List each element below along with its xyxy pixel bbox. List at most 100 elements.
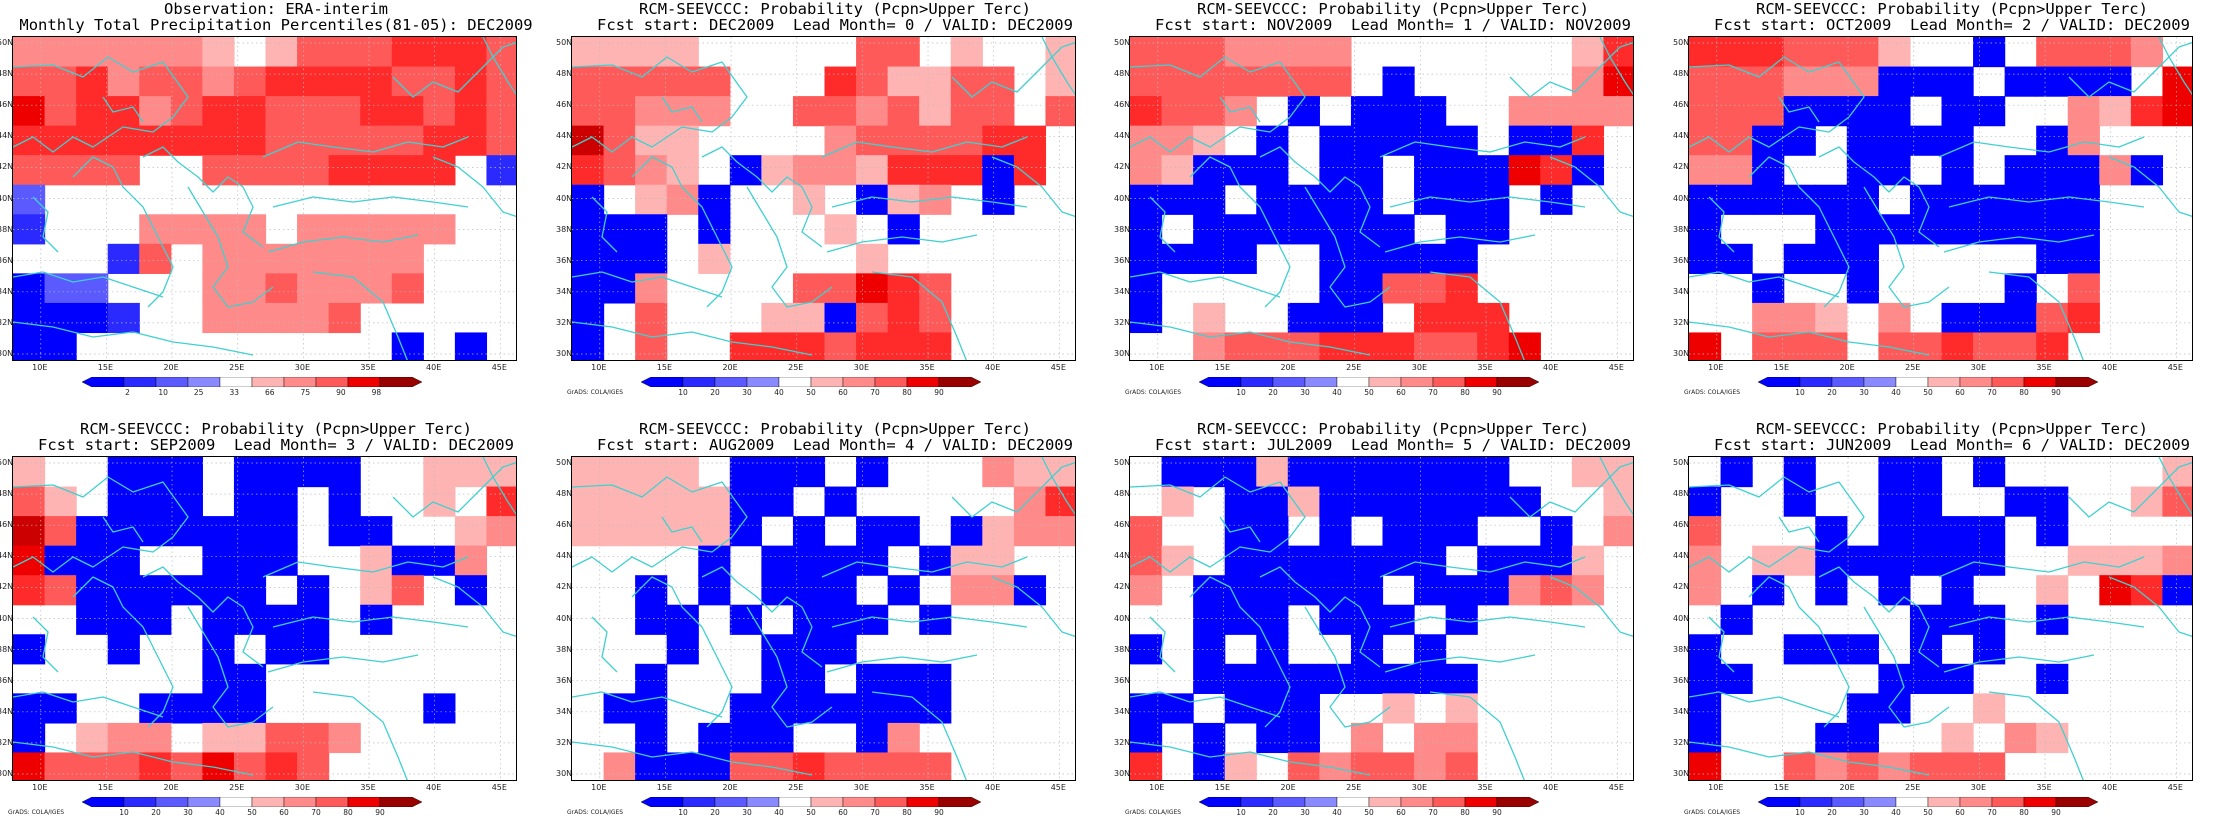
coastline xyxy=(267,234,419,253)
colorbar-swatch xyxy=(874,797,908,807)
colorbar-label: 40 xyxy=(215,808,225,817)
grid-cell xyxy=(13,486,46,517)
grid-cell xyxy=(2036,663,2069,694)
colorbar-label: 60 xyxy=(838,388,848,397)
coastline xyxy=(432,576,516,638)
grid-cell xyxy=(1319,125,1352,156)
colorbar-label: 50 xyxy=(806,388,816,397)
colorbar-swatch xyxy=(1336,377,1370,387)
colorbar-label: 30 xyxy=(742,388,752,397)
coastline xyxy=(1219,96,1261,123)
grid-cell xyxy=(1193,302,1226,334)
grid-cell xyxy=(265,96,298,127)
grid-cell xyxy=(856,302,889,334)
grid-cell xyxy=(856,96,889,127)
colorbar-swatch xyxy=(714,377,748,387)
latitude-tick-label: 30N xyxy=(0,349,14,358)
grid-cell xyxy=(202,125,235,156)
colorbar-label: 10 xyxy=(678,808,688,817)
map-panel: RCM-SEEVCCC: Probability (Pcpn>Upper Ter… xyxy=(555,420,1115,840)
grid-cell xyxy=(698,486,731,517)
colorbar-swatch xyxy=(123,797,157,807)
coastline xyxy=(1988,271,2084,360)
grid-cell xyxy=(603,155,636,186)
grid-cell xyxy=(1909,125,1943,156)
panel-title-line1: RCM-SEEVCCC: Probability (Pcpn>Upper Ter… xyxy=(639,420,1031,438)
colorbar-swatch xyxy=(2023,797,2057,807)
latitude-tick-label: 44N xyxy=(556,551,573,561)
grid-cell xyxy=(635,457,668,488)
grid-cell xyxy=(950,545,983,576)
grid-cell xyxy=(635,66,668,97)
grid-cell xyxy=(572,96,605,127)
longitude-tick-label: 10E xyxy=(1708,363,1724,372)
grid-cell xyxy=(1815,243,1848,274)
latitude-tick-label: 44N xyxy=(1114,551,1131,561)
colorbar-label: 70 xyxy=(870,388,880,397)
grid-cell xyxy=(1193,663,1226,694)
grid-cell xyxy=(139,516,172,547)
longitude-tick-label: 20E xyxy=(1839,783,1855,792)
grid-cell xyxy=(233,693,267,724)
grid-cell xyxy=(1909,457,1943,488)
grid-cell xyxy=(1256,663,1289,694)
longitude-tick-label: 40E xyxy=(426,363,442,372)
grid-cell xyxy=(107,457,140,488)
grid-cell xyxy=(2067,545,2100,576)
grid-cell xyxy=(76,37,109,68)
grid-cell xyxy=(1130,575,1163,606)
grid-cell xyxy=(1878,693,1911,724)
longitude-tick-label: 10E xyxy=(591,363,607,372)
grid-cell xyxy=(856,516,889,547)
grid-cell xyxy=(1445,486,1478,517)
longitude-tick-label: 40E xyxy=(2102,783,2118,792)
grid-cell xyxy=(666,752,699,780)
latitude-tick-label: 44N xyxy=(0,551,14,561)
grid-cell xyxy=(1414,516,1447,547)
colorbar-label: 20 xyxy=(1268,388,1278,397)
latitude-tick-label: 42N xyxy=(0,162,14,172)
coastline xyxy=(746,186,833,308)
grid-cell xyxy=(297,273,330,304)
grid-cell xyxy=(1508,125,1541,156)
grid-cell xyxy=(824,125,857,156)
grid-cell xyxy=(1878,457,1911,488)
grid-cell xyxy=(635,184,668,215)
colorbar-label: 10 xyxy=(1795,388,1805,397)
coastline xyxy=(2158,37,2192,96)
grid-cell xyxy=(1287,693,1320,724)
grid-cell xyxy=(76,273,109,304)
coastline xyxy=(831,196,1028,208)
grid-cell xyxy=(1909,545,1943,576)
colorbar-label: 70 xyxy=(1987,388,1997,397)
grid-cell xyxy=(572,125,605,156)
longitude-tick-label: 15E xyxy=(1214,783,1231,792)
grid-cell xyxy=(1445,125,1478,156)
colorbar-swatch xyxy=(219,377,253,387)
grid-cell xyxy=(265,155,298,186)
colorbar-swatch xyxy=(1400,797,1434,807)
longitude-tick-label: 15E xyxy=(97,783,114,792)
grid-cell xyxy=(1350,125,1384,156)
colorbar-label: 60 xyxy=(1396,388,1406,397)
map-plot-area xyxy=(1688,36,2193,361)
grid-cell xyxy=(1193,575,1226,606)
grid-cell xyxy=(572,184,605,215)
grid-cell xyxy=(1783,332,1816,360)
grid-cell xyxy=(202,302,235,334)
grid-cell xyxy=(1319,604,1352,635)
longitude-tick-label: 15E xyxy=(97,363,114,372)
grid-cell xyxy=(1319,302,1352,334)
grid-cell xyxy=(2130,37,2164,68)
grid-cell xyxy=(1287,302,1320,334)
grid-cell xyxy=(2130,575,2164,606)
grid-cell xyxy=(233,125,267,156)
colorbar-label: 10 xyxy=(1795,808,1805,817)
colorbar-label: 2 xyxy=(125,388,130,397)
colorbar-label: 80 xyxy=(1460,808,1470,817)
grid-cell xyxy=(603,37,636,68)
longitude-tick-label: 20E xyxy=(722,783,738,792)
coastline xyxy=(13,741,254,776)
grid-cell xyxy=(982,66,1015,97)
